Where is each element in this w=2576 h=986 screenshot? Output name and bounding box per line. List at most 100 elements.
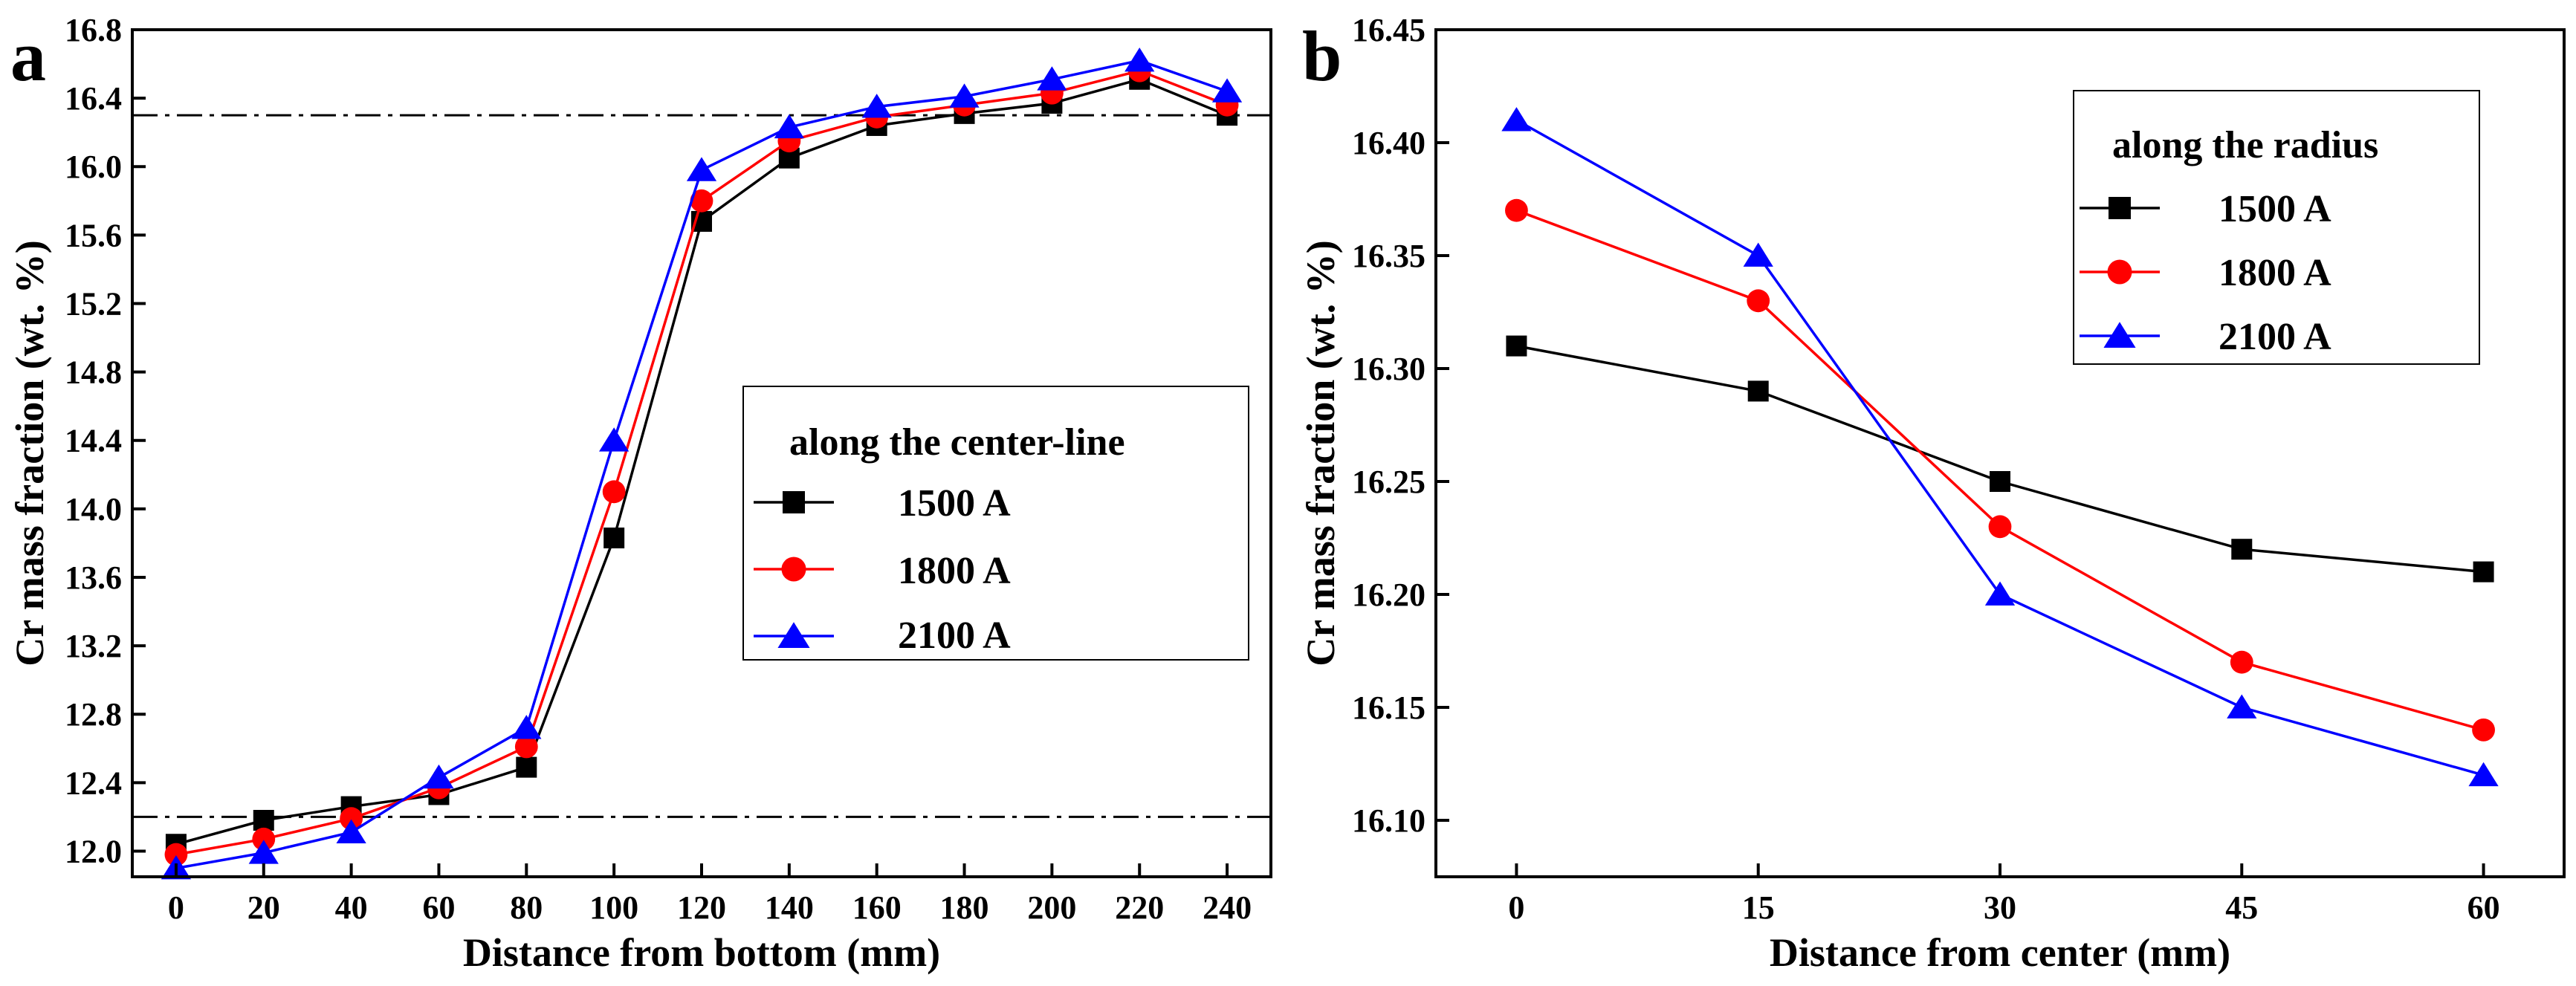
chart-a-x-tick-label: 160 xyxy=(852,889,902,926)
chart-b-y-tick-label: 16.30 xyxy=(1352,351,1425,387)
chart-b-point-1500 xyxy=(1506,335,1527,357)
chart-a-series xyxy=(161,47,1243,880)
chart-b-point-2100 xyxy=(1501,107,1532,132)
chart-a-x-tick-label: 0 xyxy=(168,889,184,926)
chart-a-y-tick-label: 15.2 xyxy=(65,285,122,322)
chart-a-y-tick-label: 14.4 xyxy=(65,423,122,459)
chart-b-legend-label-2100: 2100 A xyxy=(2219,316,2331,358)
chart-a-x-tick-label: 40 xyxy=(335,889,368,926)
chart-a-y-tick-label: 12.8 xyxy=(65,696,122,733)
chart-a-legend-title: along the center-line xyxy=(789,421,1125,464)
chart-a-y-tick-label: 12.0 xyxy=(65,833,122,869)
chart-a-legend-entry-1800: 1800 A xyxy=(754,550,1011,592)
chart-a-x-tick-label: 20 xyxy=(247,889,280,926)
chart-b-legend-entry-1800: 1800 A xyxy=(2080,252,2331,294)
chart-b-legend-title: along the radius xyxy=(2112,124,2378,166)
chart-a-point-2100 xyxy=(511,715,542,739)
chart-a-point-2100 xyxy=(1037,66,1067,91)
chart-a-point-2100 xyxy=(424,764,454,789)
chart-a-legend-entry-2100: 2100 A xyxy=(754,614,1011,657)
chart-a-legend-marker-1500 xyxy=(783,491,805,513)
chart-b-point-2100 xyxy=(1984,581,2016,606)
chart-b-series xyxy=(1501,107,2499,787)
chart-a-point-2100 xyxy=(599,427,630,452)
chart-a-y-tick-label: 12.4 xyxy=(65,765,122,801)
chart-a-point-2100 xyxy=(861,94,892,118)
chart-a-point-2100 xyxy=(336,819,366,843)
chart-a-point-1800 xyxy=(602,480,626,504)
chart-a-x-tick-label: 120 xyxy=(677,889,726,926)
chart-a-y-tick-label: 13.2 xyxy=(65,628,122,664)
chart-b-y-tick-label: 16.10 xyxy=(1352,802,1425,839)
chart-b-point-1800 xyxy=(2472,719,2495,742)
chart-a: a 0 20 40 60 80 100 120 140 160 180 200 220 240 12.0 1… xyxy=(7,12,1272,975)
chart-a-x-tick-label: 200 xyxy=(1027,889,1076,926)
chart-b-legend-marker-1500 xyxy=(2109,197,2131,219)
chart-a-legend: along the center-line 1500 A 1800 A 2100… xyxy=(742,386,1249,661)
chart-a-point-1800 xyxy=(252,827,276,851)
chart-b-y-tick-label: 16.15 xyxy=(1352,690,1425,726)
chart-b-x-tick-label: 30 xyxy=(1984,889,2016,926)
panel-label-a: a xyxy=(10,16,46,96)
chart-b-y-tick-label: 16.20 xyxy=(1352,577,1425,613)
chart-b-point-1800 xyxy=(2230,650,2253,674)
chart-a-legend-label-1800: 1800 A xyxy=(898,550,1011,592)
chart-a-legend-label-1500: 1500 A xyxy=(898,482,1011,525)
chart-b-x-axis-label: Distance from center (mm) xyxy=(1770,930,2230,975)
chart-a-point-2100 xyxy=(248,840,279,864)
chart-a-point-1500 xyxy=(516,756,537,778)
chart-b-y-tick-label: 16.25 xyxy=(1352,464,1425,500)
chart-a-x-tick-label: 220 xyxy=(1115,889,1164,926)
chart-a-y-tick-label: 16.4 xyxy=(65,80,122,117)
chart-b-x-tick-label: 0 xyxy=(1508,889,1524,926)
chart-a-x-tick-label: 180 xyxy=(940,889,989,926)
chart-a-legend-entry-1500: 1500 A xyxy=(754,482,1011,525)
chart-a-x-axis-label: Distance from bottom (mm) xyxy=(463,930,940,975)
chart-a-legend-marker-1800 xyxy=(781,557,806,582)
chart-a-point-2100 xyxy=(1124,47,1155,72)
chart-a-point-1800 xyxy=(340,807,363,831)
chart-b-ticks: 0 15 30 45 60 16.10 16.15 16.20 16.25 16.30 16.35 1… xyxy=(1352,12,2500,926)
chart-a-reference-lines xyxy=(132,114,1271,818)
chart-a-legend-box xyxy=(742,386,1249,661)
chart-b-legend-box xyxy=(2073,90,2480,365)
chart-a-point-1500 xyxy=(603,528,625,548)
chart-b-x-tick-label: 60 xyxy=(2467,889,2500,926)
chart-b-point-2100 xyxy=(2468,762,2499,787)
chart-b-point-1800 xyxy=(1747,289,1770,313)
chart-b-legend: along the radius 1500 A 1800 A 2100 A xyxy=(2073,90,2480,365)
chart-a-x-tick-label: 100 xyxy=(589,889,638,926)
chart-b-legend-marker-2100 xyxy=(2103,322,2136,348)
chart-b-point-2100 xyxy=(1743,242,1773,267)
chart-a-point-2100 xyxy=(1211,78,1243,103)
chart-b-point-1500 xyxy=(1990,471,2010,492)
chart-a-point-1800 xyxy=(514,735,538,759)
chart-a-point-2100 xyxy=(949,83,980,108)
chart-a-y-axis-label: Cr mass fraction (wt. %) xyxy=(7,240,52,666)
chart-a-y-tick-label: 15.6 xyxy=(65,217,122,253)
chart-a-legend-label-2100: 2100 A xyxy=(898,614,1011,657)
chart-b-point-1800 xyxy=(1505,198,1528,222)
chart-a-point-2100 xyxy=(686,157,717,181)
chart-a-point-1500 xyxy=(253,810,274,831)
chart-b-point-1800 xyxy=(1988,515,2012,539)
chart-a-x-tick-label: 80 xyxy=(510,889,543,926)
chart-a-legend-marker-2100 xyxy=(777,622,810,648)
chart-b-y-tick-label: 16.35 xyxy=(1352,238,1425,274)
chart-b-legend-label-1500: 1500 A xyxy=(2219,188,2331,230)
chart-b-y-axis-label: Cr mass fraction (wt. %) xyxy=(1298,240,1343,666)
chart-a-ticks: 0 20 40 60 80 100 120 140 160 180 200 220 240 12.0 12.… xyxy=(65,12,1252,926)
chart-a-y-tick-label: 14.8 xyxy=(65,354,122,391)
chart-a-y-tick-label: 13.6 xyxy=(65,560,122,596)
chart-b-point-1500 xyxy=(1747,380,1769,402)
chart-a-y-tick-label: 16.0 xyxy=(65,149,122,185)
chart-a-x-tick-label: 60 xyxy=(422,889,455,926)
chart-a-point-1800 xyxy=(690,189,713,213)
chart-b-legend-entry-2100: 2100 A xyxy=(2080,316,2331,358)
chart-a-y-tick-label: 14.0 xyxy=(65,491,122,528)
chart-b: b 0 15 30 45 60 16.10 16.15 16.20 16.25 16.30 16.3… xyxy=(1298,12,2566,975)
chart-b-point-2100 xyxy=(2227,694,2257,719)
chart-b-point-1500 xyxy=(2231,539,2253,560)
chart-a-x-tick-label: 140 xyxy=(765,889,814,926)
